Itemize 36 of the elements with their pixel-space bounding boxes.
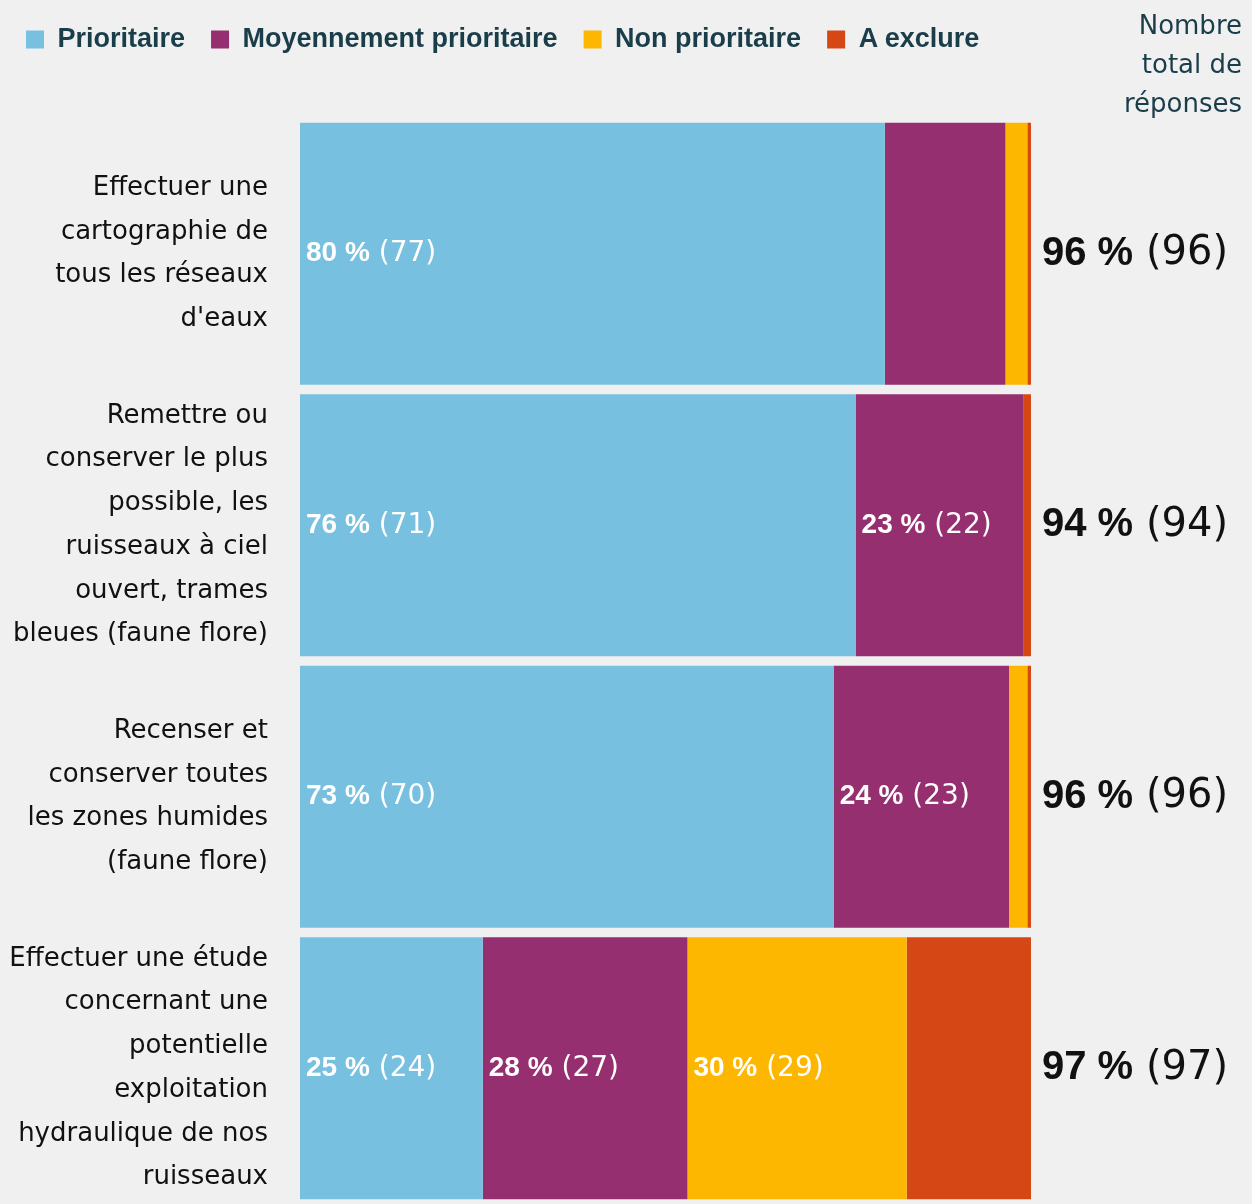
- bar: [300, 665, 834, 928]
- bar: [300, 122, 885, 385]
- data-label: 80 % (77): [306, 235, 437, 269]
- bar: [1023, 394, 1031, 657]
- legend-label: Moyennement prioritaire: [242, 22, 558, 53]
- y-tick-label: Recenser et conserver toutes les zones humides (faune flore): [27, 713, 268, 876]
- bar: [687, 937, 907, 1200]
- data-label: 73 % (70): [306, 778, 437, 812]
- total-label: 96 % (96): [1042, 227, 1228, 274]
- data-label: 25 % (24): [306, 1049, 437, 1083]
- total-label: 94 % (94): [1042, 498, 1228, 545]
- y-tick-label: Effectuer une cartographie de tous les réseaux d'eaux: [55, 170, 268, 333]
- bar: [1027, 665, 1031, 928]
- bar: [482, 937, 688, 1200]
- data-label: 28 % (27): [488, 1049, 619, 1083]
- total-label: 96 % (96): [1042, 770, 1228, 817]
- bar: [884, 122, 1006, 385]
- bar: [300, 394, 856, 657]
- bar: [906, 937, 1031, 1200]
- bar: [1005, 122, 1028, 385]
- y-tick-label: Effectuer une étude concernant une potentielle exploitation hydraulique de nos ruisseaux: [9, 941, 268, 1191]
- data-label: 76 % (71): [306, 506, 437, 540]
- total-label: 97 % (97): [1042, 1041, 1228, 1088]
- legend-label: Prioritaire: [57, 22, 186, 53]
- bar: [300, 937, 483, 1200]
- y-tick-label: Remettre ou conserver le plus possible, les ruisseaux à ciel ouvert, trames bleues (faune flore): [13, 398, 268, 648]
- bar: [1027, 122, 1031, 385]
- bar: [855, 394, 1024, 657]
- text: Nombre total de réponses: [1122, 9, 1242, 120]
- data-label: 23 % (22): [861, 506, 992, 540]
- legend-label: Non prioritaire: [615, 22, 802, 53]
- bar: [833, 665, 1010, 928]
- legend-label: A exclure: [858, 22, 980, 53]
- data-label: 24 % (23): [839, 778, 970, 812]
- data-label: 30 % (29): [693, 1049, 824, 1083]
- bar: [1009, 665, 1028, 928]
